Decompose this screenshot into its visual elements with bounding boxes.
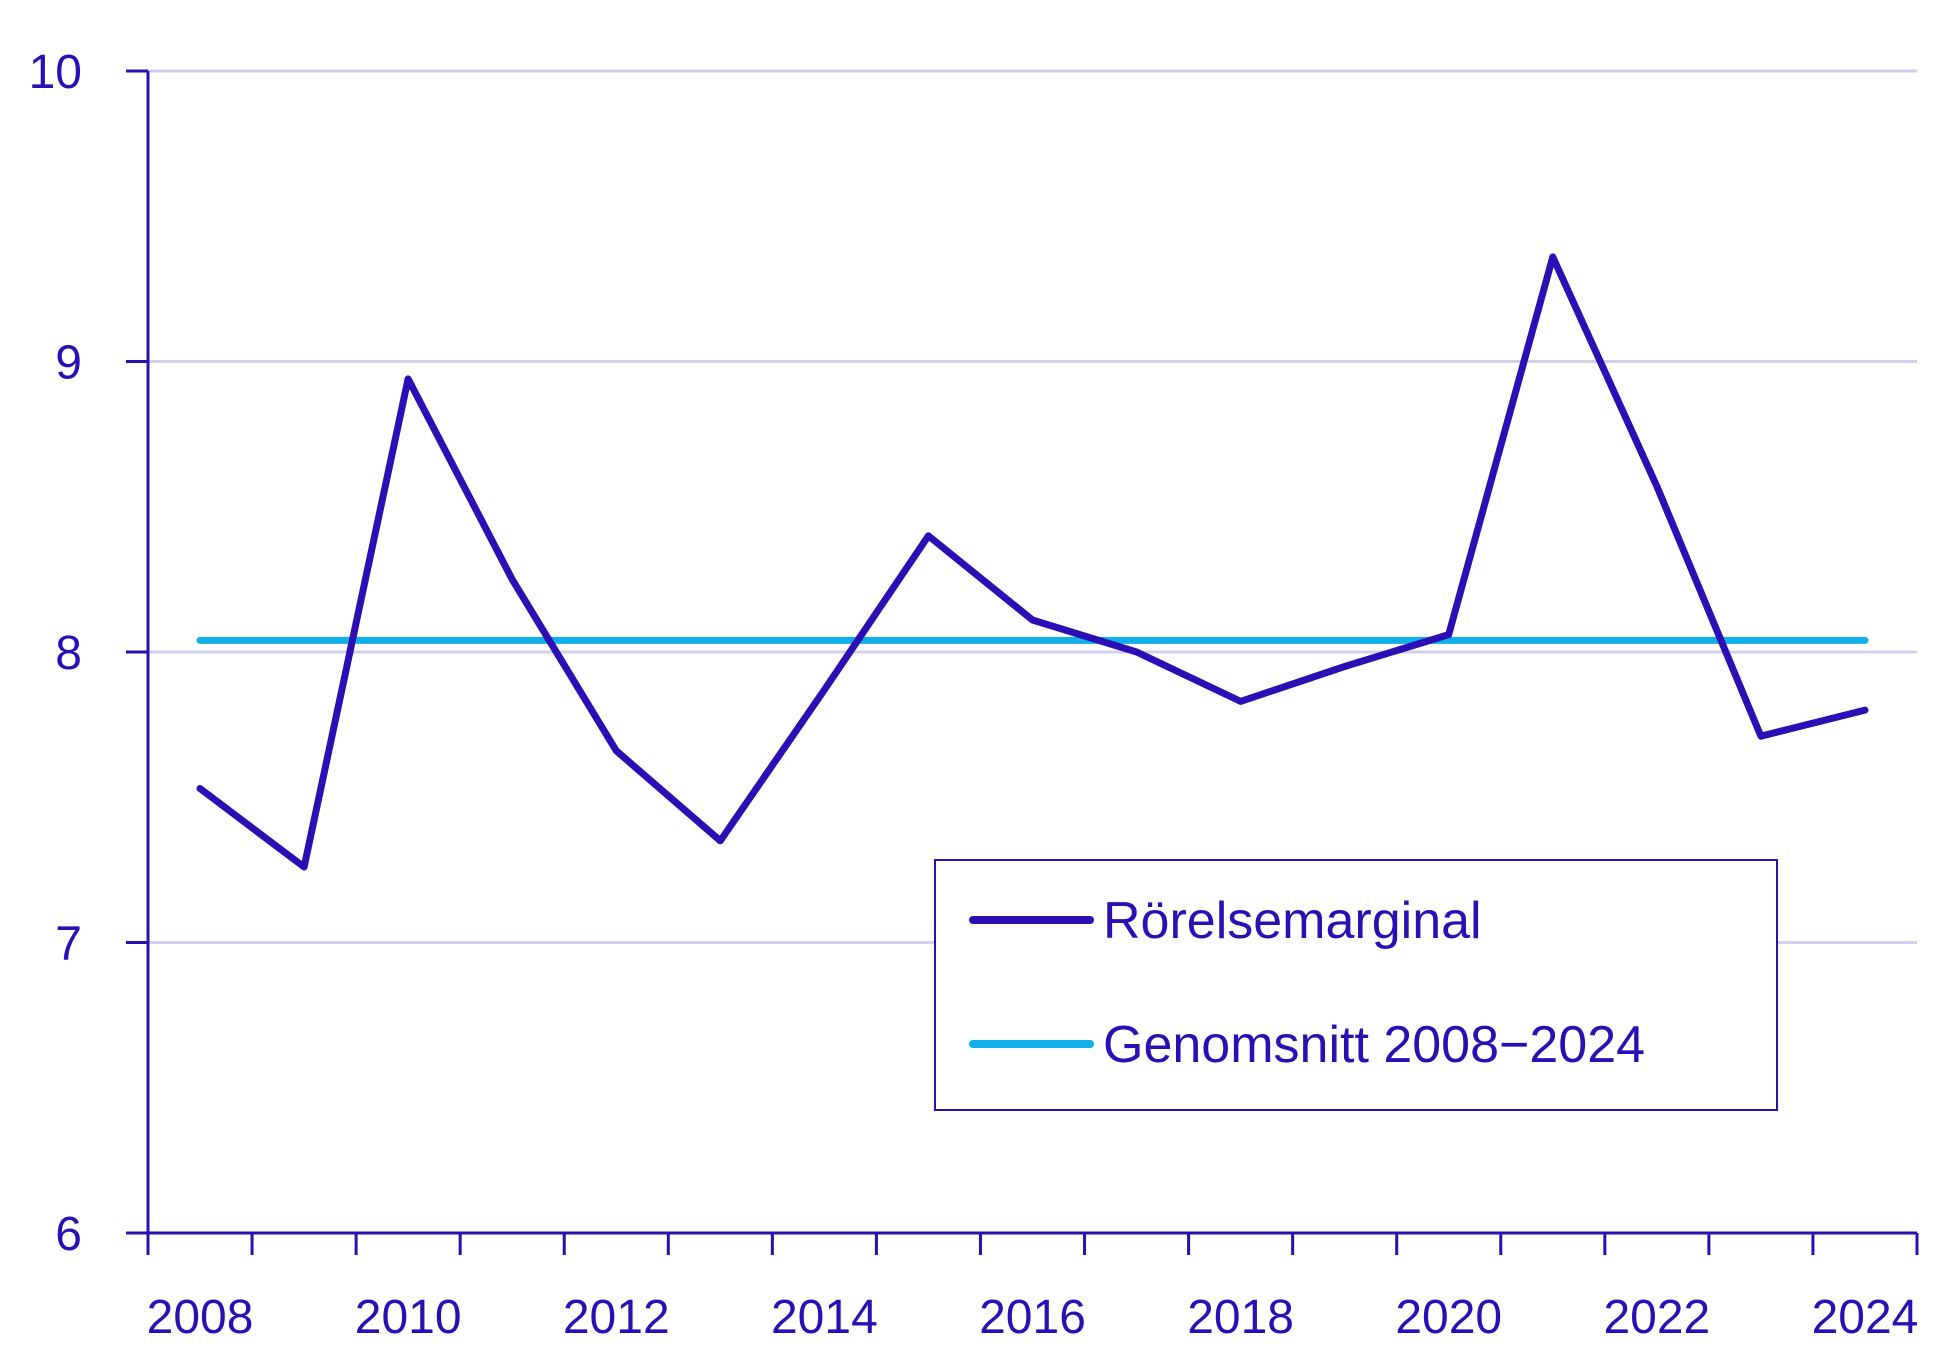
legend-label-rorelsemarginal: Rörelsemarginal: [1103, 892, 1482, 950]
legend: Rörelsemarginal Genomsnitt 2008−2024: [934, 859, 1778, 1111]
y-tick-label: 9: [55, 337, 82, 390]
x-tick-labels: 2008 2010 2012 2014 2016 2018 2020 2022 2024: [147, 1291, 1919, 1344]
series-line-rorelsemarginal: [196, 253, 1869, 871]
y-tick-label: 10: [29, 46, 82, 99]
x-tick-label: 2024: [1812, 1291, 1919, 1344]
x-tick-label: 2014: [771, 1291, 878, 1344]
x-tick-label: 2020: [1395, 1291, 1502, 1344]
axes: [126, 69, 1919, 1255]
y-tick-label: 8: [55, 627, 82, 680]
x-tick-label: 2022: [1603, 1291, 1710, 1344]
x-tick-label: 2012: [563, 1291, 670, 1344]
x-tick-label: 2010: [355, 1291, 462, 1344]
x-tick-label: 2016: [979, 1291, 1086, 1344]
y-tick-label: 6: [55, 1208, 82, 1261]
grid-lines: [148, 69, 1917, 944]
y-tick-label: 7: [55, 918, 82, 971]
x-tick-label: 2018: [1187, 1291, 1294, 1344]
y-tick-labels: 6 7 8 9 10: [29, 46, 82, 1261]
series-lines: [196, 253, 1869, 871]
legend-label-genomsnitt: Genomsnitt 2008−2024: [1103, 1016, 1645, 1074]
x-tick-label: 2008: [147, 1291, 254, 1344]
legend-box: [934, 859, 1778, 1111]
